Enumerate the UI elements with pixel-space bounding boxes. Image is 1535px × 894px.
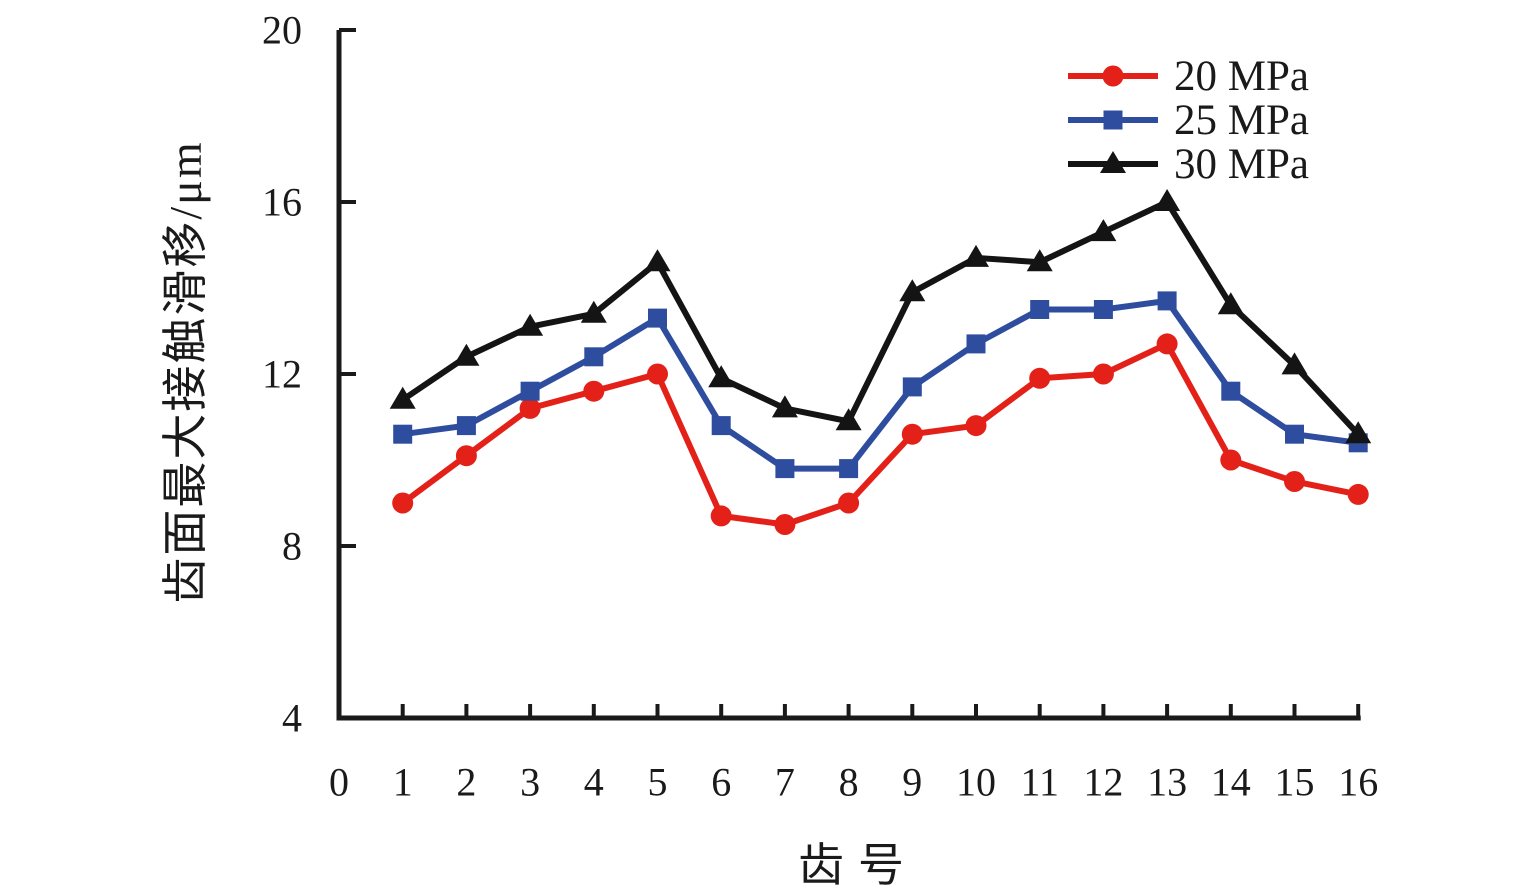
- square-marker: [902, 377, 922, 397]
- triangle-marker: [1026, 249, 1053, 272]
- x-tick-label: 7: [775, 760, 795, 805]
- triangle-marker: [835, 408, 862, 431]
- square-marker: [520, 381, 540, 401]
- triangle-marker: [517, 313, 544, 336]
- circle-marker: [519, 397, 541, 419]
- circle-marker: [583, 380, 605, 402]
- square-marker: [1285, 424, 1304, 444]
- square-marker: [839, 459, 859, 479]
- circle-marker: [1029, 367, 1051, 389]
- x-tick-label: 16: [1338, 760, 1378, 805]
- square-marker: [1157, 291, 1177, 311]
- legend: 20 MPa 25 MPa 30 MPa: [1066, 54, 1309, 186]
- legend-item-30mpa: 30 MPa: [1066, 142, 1309, 186]
- x-tick-label: 10: [956, 760, 996, 805]
- circle-marker: [1102, 65, 1124, 87]
- square-marker: [1221, 381, 1241, 401]
- square-marker: [775, 459, 795, 479]
- square-marker: [393, 424, 413, 444]
- triangle-marker: [1345, 421, 1372, 444]
- x-tick-label: 1: [393, 760, 413, 805]
- x-tick-label: 2: [456, 760, 476, 805]
- circle-marker: [647, 363, 668, 385]
- legend-label: 25 MPa: [1174, 96, 1309, 144]
- y-tick-label: 12: [262, 352, 302, 397]
- x-tick-label: 11: [1020, 760, 1059, 805]
- triangle-marker: [963, 244, 989, 267]
- legend-label: 30 MPa: [1174, 140, 1309, 188]
- triangle-marker: [1154, 189, 1181, 211]
- circle-marker: [901, 423, 923, 445]
- series-30-mpa: [389, 189, 1372, 444]
- triangle-marker: [899, 279, 926, 302]
- circle-marker: [1284, 471, 1305, 492]
- x-tick-label: 12: [1083, 760, 1123, 805]
- circle-marker: [774, 514, 796, 535]
- triangle-marker: [1217, 292, 1244, 315]
- y-tick-label: 8: [282, 524, 302, 569]
- x-tick-label: 14: [1211, 760, 1251, 805]
- square-marker: [584, 347, 604, 367]
- legend-item-20mpa: 20 MPa: [1066, 54, 1309, 98]
- square-marker: [648, 308, 667, 328]
- series-line: [400, 339, 1359, 528]
- y-tick-label: 16: [262, 180, 302, 225]
- x-tick-label: 13: [1147, 760, 1187, 805]
- series-line: [401, 198, 1361, 437]
- triangle-marker: [1281, 352, 1308, 375]
- x-tick-label: 0: [329, 760, 349, 805]
- square-marker: [1030, 300, 1050, 319]
- square-marker: [1103, 110, 1123, 130]
- circle-marker: [838, 492, 860, 514]
- triangle-marker: [389, 386, 416, 409]
- legend-triangle-marker-icon: [1068, 151, 1158, 173]
- x-tick-label: 8: [839, 760, 859, 805]
- x-tick-label: 6: [711, 760, 731, 805]
- circle-marker: [710, 505, 732, 527]
- x-tick-label: 15: [1275, 760, 1315, 805]
- triangle-marker: [1090, 219, 1117, 242]
- circle-marker: [1092, 363, 1114, 385]
- x-axis-title: 齿号: [798, 840, 918, 891]
- x-tick-label: 9: [902, 760, 922, 805]
- legend-label: 20 MPa: [1174, 52, 1309, 100]
- triangle-marker: [453, 343, 480, 366]
- circle-marker: [1156, 333, 1178, 355]
- y-axis-title: 齿面最大接触滑移/μm: [160, 140, 211, 604]
- legend-item-25mpa: 25 MPa: [1066, 98, 1309, 142]
- triangle-marker: [708, 365, 735, 388]
- circle-marker: [965, 415, 987, 437]
- triangle-marker: [644, 249, 671, 272]
- x-tick-label: 4: [584, 760, 604, 805]
- series-line: [402, 297, 1359, 472]
- triangle-marker: [1100, 151, 1126, 173]
- series-20-mpa: [392, 333, 1369, 535]
- circle-marker: [1220, 449, 1242, 471]
- triangle-marker: [580, 300, 607, 323]
- legend-square-marker-icon: [1068, 110, 1158, 130]
- circle-marker: [455, 445, 477, 467]
- square-marker: [966, 334, 986, 354]
- legend-circle-marker-icon: [1068, 65, 1158, 87]
- series-25-mpa: [393, 291, 1368, 479]
- triangle-marker: [771, 395, 798, 418]
- x-tick-label: 5: [648, 760, 668, 805]
- y-tick-label: 4: [282, 696, 302, 741]
- square-marker: [711, 416, 731, 436]
- x-tick-label: 3: [520, 760, 540, 805]
- square-marker: [1093, 300, 1113, 319]
- circle-marker: [392, 492, 414, 514]
- circle-marker: [1347, 483, 1369, 505]
- y-tick-label: 20: [262, 8, 302, 53]
- square-marker: [456, 416, 476, 436]
